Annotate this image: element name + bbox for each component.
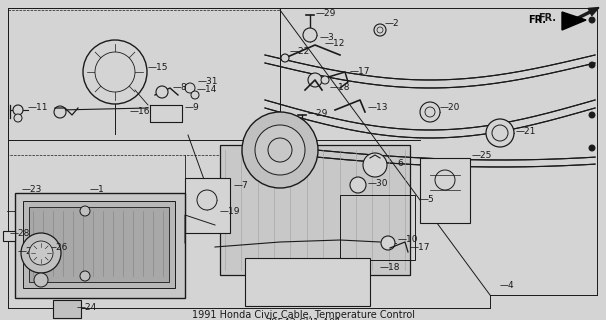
Circle shape [308, 73, 322, 87]
Circle shape [374, 24, 386, 36]
Text: —6: —6 [390, 158, 405, 167]
Text: —23: —23 [22, 186, 42, 195]
Circle shape [14, 114, 22, 122]
Circle shape [589, 112, 595, 118]
Text: —18: —18 [380, 263, 401, 273]
Text: —14: —14 [197, 85, 218, 94]
Text: —13: —13 [368, 103, 388, 113]
Circle shape [350, 177, 366, 193]
Text: —22: —22 [290, 47, 310, 57]
Circle shape [377, 27, 383, 33]
Circle shape [83, 40, 147, 104]
Text: —2: —2 [385, 20, 399, 28]
Text: —5: —5 [420, 196, 435, 204]
Text: FR.: FR. [528, 15, 546, 25]
Circle shape [381, 236, 395, 250]
Text: —20: —20 [440, 102, 461, 111]
Circle shape [435, 170, 455, 190]
Text: —10: —10 [398, 236, 419, 244]
Circle shape [363, 153, 387, 177]
Circle shape [425, 107, 435, 117]
Circle shape [185, 83, 195, 93]
Circle shape [21, 233, 61, 273]
Text: FR.: FR. [538, 13, 556, 23]
Circle shape [242, 112, 318, 188]
Circle shape [420, 102, 440, 122]
Text: —4: —4 [500, 281, 514, 290]
Circle shape [80, 206, 90, 216]
Bar [23, 201, 175, 288]
Circle shape [589, 17, 595, 23]
Text: —31: —31 [198, 77, 219, 86]
Bar [15, 193, 185, 298]
Text: —9: —9 [185, 103, 200, 113]
Circle shape [268, 138, 292, 162]
Circle shape [34, 273, 48, 287]
Text: —11: —11 [28, 103, 48, 113]
Text: —3: —3 [320, 33, 335, 42]
Text: —8: —8 [173, 83, 188, 92]
Text: —27: —27 [18, 247, 38, 257]
Circle shape [281, 54, 289, 62]
Text: —7: —7 [234, 180, 248, 189]
Text: —21: —21 [516, 127, 536, 137]
Circle shape [486, 119, 514, 147]
Circle shape [492, 125, 508, 141]
Circle shape [321, 76, 329, 84]
Bar [29, 207, 169, 282]
Text: —19: —19 [220, 207, 241, 217]
Circle shape [54, 106, 66, 118]
Polygon shape [562, 12, 586, 30]
Bar [3, 231, 15, 241]
Circle shape [95, 52, 135, 92]
Bar [245, 258, 370, 306]
Circle shape [156, 86, 168, 98]
Text: —29: —29 [308, 108, 328, 117]
Text: 1991 Honda Civic Cable, Temperature Control: 1991 Honda Civic Cable, Temperature Cont… [191, 310, 415, 320]
Bar [185, 178, 230, 233]
Text: —1: —1 [90, 186, 105, 195]
Bar [53, 300, 81, 318]
Bar [420, 158, 470, 223]
Text: —17: —17 [410, 244, 430, 252]
Circle shape [29, 241, 53, 265]
Bar [220, 145, 410, 275]
Text: —24: —24 [77, 303, 97, 313]
Text: —12: —12 [325, 38, 345, 47]
Bar [340, 195, 415, 260]
Circle shape [589, 62, 595, 68]
FancyArrow shape [570, 8, 599, 23]
Circle shape [197, 190, 217, 210]
Text: 79542-SH1-A01: 79542-SH1-A01 [265, 318, 341, 320]
Circle shape [303, 28, 317, 42]
Text: —16: —16 [130, 108, 150, 116]
Text: —30: —30 [368, 179, 388, 188]
Text: —28: —28 [10, 228, 30, 237]
Text: —29: —29 [316, 9, 336, 18]
Text: —18: —18 [330, 84, 350, 92]
Circle shape [13, 105, 23, 115]
Circle shape [191, 91, 199, 99]
Text: —25: —25 [472, 150, 492, 159]
Circle shape [589, 145, 595, 151]
Circle shape [255, 125, 305, 175]
Text: —17: —17 [350, 68, 370, 76]
Text: —15: —15 [148, 63, 168, 73]
Circle shape [80, 271, 90, 281]
Text: —26: —26 [48, 244, 68, 252]
